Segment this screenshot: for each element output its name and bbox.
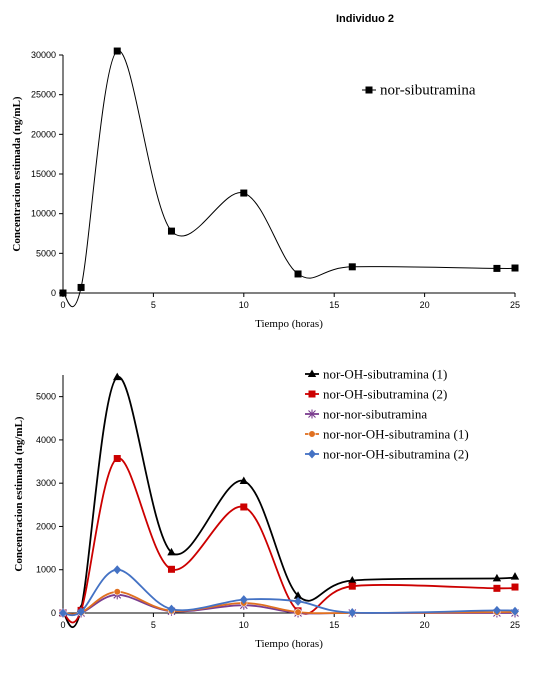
- legend-label: nor-OH-sibutramina (1): [323, 367, 447, 382]
- y-tick-label: 30000: [31, 50, 56, 60]
- series-line: [62, 568, 517, 617]
- data-point: [167, 227, 175, 235]
- x-tick-label: 10: [239, 620, 249, 630]
- y-tick-label: 20000: [31, 129, 56, 139]
- legend-marker: [308, 390, 316, 398]
- x-tick-label: 0: [60, 620, 65, 630]
- chart-nor-sibutramina: 0 5000 10000 15000 20000 25000 30000 0 5 10 15 20 25…: [11, 47, 520, 330]
- data-point: [113, 47, 121, 55]
- series-4: [59, 565, 519, 618]
- data-point: [294, 596, 303, 606]
- data-point: [167, 565, 175, 573]
- x-tick-label: 15: [329, 620, 339, 630]
- series-line: [62, 50, 516, 308]
- y-tick-label: 5000: [36, 248, 56, 258]
- y-tick-label: 1000: [36, 565, 56, 575]
- y-axis-label: Concentracion estimada (ng/mL): [13, 416, 25, 572]
- data-point: [510, 572, 520, 580]
- series-0: [58, 372, 520, 629]
- y-tick-label: 15000: [31, 169, 56, 179]
- data-point: [348, 608, 357, 618]
- data-point: [240, 189, 248, 197]
- x-tick-label: 10: [239, 300, 249, 310]
- data-point: [77, 283, 85, 291]
- series-0: [59, 47, 519, 308]
- data-point: [293, 591, 303, 599]
- y-axis-label: Concentracion estimada (ng/mL): [11, 96, 23, 252]
- data-point: [511, 583, 519, 591]
- x-tick-label: 0: [60, 300, 65, 310]
- data-point: [492, 605, 501, 615]
- data-point: [511, 606, 519, 616]
- y-tick-label: 3000: [36, 478, 56, 488]
- data-point: [113, 588, 121, 596]
- data-point: [348, 263, 356, 271]
- data-point: [59, 289, 67, 297]
- legend: nor-OH-sibutramina (1) nor-OH-sibutramina…: [305, 367, 469, 462]
- data-point: [239, 595, 248, 605]
- legend-label: nor-OH-sibutramina (2): [323, 387, 447, 402]
- y-tick-label: 0: [51, 288, 56, 298]
- x-tick-label: 25: [510, 620, 520, 630]
- data-point: [493, 584, 501, 592]
- series-line: [62, 590, 517, 616]
- legend-marker: [308, 409, 316, 419]
- x-tick-label: 15: [329, 300, 339, 310]
- legend-label: nor-nor-OH-sibutramina (2): [323, 447, 469, 462]
- legend-label: nor-nor-OH-sibutramina (1): [323, 427, 469, 442]
- data-point: [59, 608, 67, 618]
- legend-marker: [308, 449, 316, 459]
- data-point: [113, 455, 121, 463]
- legend-marker: [308, 430, 316, 438]
- legend-label: nor-nor-sibutramina: [323, 407, 427, 422]
- legend: nor-sibutramina: [362, 83, 476, 99]
- x-tick-label: 25: [510, 300, 520, 310]
- x-tick-label: 20: [420, 620, 430, 630]
- figure-title: Individuo 2: [336, 13, 394, 25]
- legend-label: nor-sibutramina: [380, 83, 476, 99]
- data-point: [240, 503, 248, 511]
- data-point: [348, 576, 357, 584]
- data-point: [511, 264, 519, 272]
- series-line: [62, 376, 517, 629]
- y-tick-label: 10000: [31, 209, 56, 219]
- data-point: [77, 607, 86, 617]
- y-tick-label: 5000: [36, 392, 56, 402]
- y-tick-label: 4000: [36, 435, 56, 445]
- data-point: [493, 264, 501, 272]
- data-point: [294, 608, 302, 616]
- data-point: [113, 372, 122, 381]
- y-tick-label: 2000: [36, 521, 56, 531]
- chart-metabolites: 0 1000 2000 3000 4000 5000 0 5 10 15 20 25 Tiempo (h…: [13, 367, 520, 651]
- legend-marker: [365, 86, 373, 94]
- x-axis-label: Tiempo (horas): [255, 638, 323, 650]
- x-axis-label: Tiempo (horas): [255, 318, 323, 330]
- data-point: [239, 476, 248, 485]
- data-point: [167, 547, 176, 556]
- x-tick-label: 5: [151, 620, 156, 630]
- data-point: [113, 565, 122, 575]
- x-tick-label: 5: [151, 300, 156, 310]
- data-point: [167, 604, 176, 614]
- y-tick-label: 0: [51, 608, 56, 618]
- data-point: [294, 270, 302, 278]
- x-tick-label: 20: [420, 300, 430, 310]
- y-tick-label: 25000: [31, 90, 56, 100]
- legend-marker: [307, 369, 317, 377]
- data-point: [348, 582, 356, 590]
- data-point: [492, 573, 502, 582]
